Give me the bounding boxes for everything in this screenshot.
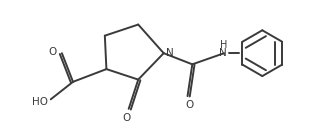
Text: O: O [49,47,57,57]
Text: H: H [221,40,228,50]
Text: HO: HO [31,97,48,107]
Text: O: O [122,113,130,123]
Text: N: N [166,48,173,58]
Text: O: O [185,100,193,110]
Text: N: N [219,48,226,58]
